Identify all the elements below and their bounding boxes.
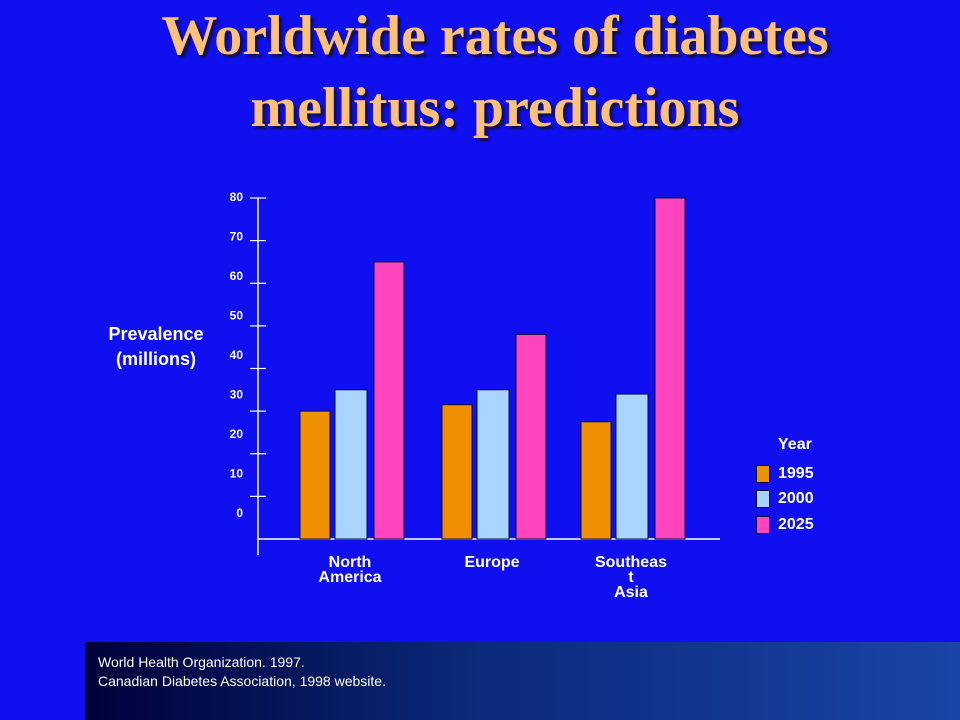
bar-2000	[476, 389, 510, 540]
legend-item-1995: 1995	[756, 464, 814, 484]
y-tick-label: 10	[230, 467, 244, 481]
title-line-2: mellitus: predictions	[250, 77, 740, 139]
x-category-label: Southeas	[595, 554, 667, 571]
y-axis-label-line-2: (millions)	[116, 349, 196, 369]
y-axis-label: Prevalence (millions)	[96, 322, 216, 372]
legend-swatch	[756, 490, 770, 508]
bar-2000	[615, 393, 649, 540]
page-title: Worldwide rates of diabetes mellitus: pr…	[0, 0, 960, 144]
y-tick-label: 20	[230, 427, 244, 441]
legend-title: Year	[778, 436, 812, 453]
bar-2025	[515, 333, 547, 540]
source-line-1: World Health Organization. 1997.	[98, 654, 305, 670]
legend-label: 2000	[778, 490, 814, 507]
bar-2025	[373, 261, 405, 540]
legend-label: 1995	[778, 465, 814, 482]
bar-1995	[299, 410, 331, 540]
y-axis-label-line-1: Prevalence	[108, 324, 204, 344]
y-tick-label: 60	[230, 269, 244, 283]
legend-swatch	[756, 465, 770, 483]
x-category-label: t	[628, 569, 634, 586]
source-line-2: Canadian Diabetes Association, 1998 webs…	[98, 673, 386, 689]
source-footer: World Health Organization. 1997. Canadia…	[85, 642, 960, 720]
x-category-label: North	[329, 554, 372, 571]
y-tick-label: 0	[236, 506, 243, 520]
y-tick-label: 80	[230, 190, 244, 204]
legend-item-2000: 2000	[756, 489, 814, 509]
y-tick-label: 50	[230, 309, 244, 323]
legend-item-2025: 2025	[756, 515, 814, 535]
x-category-label: Europe	[464, 554, 519, 571]
y-tick-label: 30	[230, 388, 244, 402]
x-category-label: America	[318, 569, 381, 586]
title-line-1: Worldwide rates of diabetes	[161, 5, 829, 67]
bar-1995	[441, 404, 473, 540]
bar-2025	[654, 197, 686, 540]
bar-2000	[334, 389, 368, 540]
y-tick-label: 40	[230, 348, 244, 362]
y-tick-label: 70	[230, 230, 244, 244]
legend-swatch	[756, 516, 770, 534]
x-category-label: Asia	[614, 584, 648, 601]
bar-1995	[580, 421, 612, 540]
legend-label: 2025	[778, 516, 814, 533]
